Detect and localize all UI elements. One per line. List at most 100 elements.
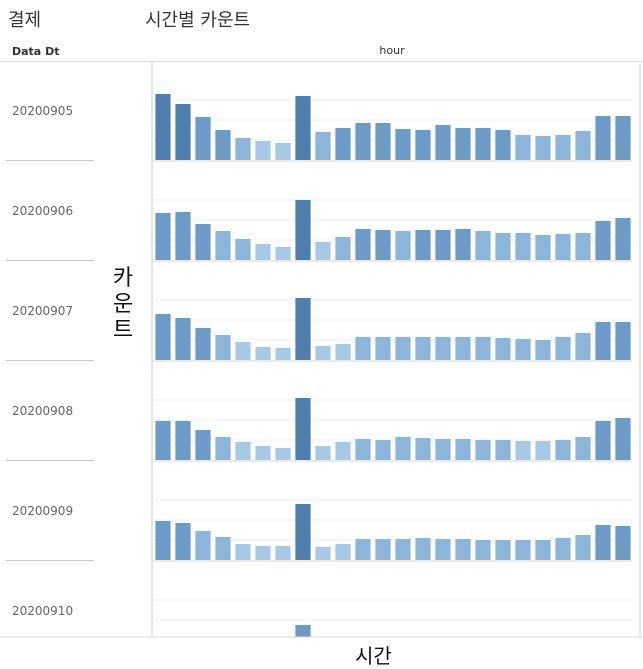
bar-20200905-h21[interactable]	[575, 131, 591, 160]
bar-20200908-h21[interactable]	[575, 437, 591, 460]
bar-20200906-h10[interactable]	[355, 229, 371, 260]
bar-20200909-h5[interactable]	[255, 546, 271, 560]
bar-20200909-h22[interactable]	[595, 525, 611, 560]
bar-20200905-h9[interactable]	[335, 128, 351, 160]
bar-20200907-h17[interactable]	[495, 338, 511, 360]
bar-20200907-h13[interactable]	[415, 337, 431, 360]
bar-20200907-h5[interactable]	[255, 347, 271, 360]
bar-20200905-h13[interactable]	[415, 130, 431, 160]
bar-20200908-h22[interactable]	[595, 421, 611, 460]
bar-20200908-h2[interactable]	[195, 430, 211, 460]
bar-20200906-h23[interactable]	[615, 218, 631, 260]
bar-20200906-h1[interactable]	[175, 212, 191, 260]
bar-20200909-h4[interactable]	[235, 544, 251, 560]
bar-20200909-h12[interactable]	[395, 539, 411, 560]
bar-20200907-h23[interactable]	[615, 322, 631, 360]
bar-20200905-h1[interactable]	[175, 104, 191, 160]
bar-20200909-h16[interactable]	[475, 540, 491, 560]
bar-20200907-h6[interactable]	[275, 348, 291, 360]
bar-20200909-h11[interactable]	[375, 539, 391, 560]
bar-20200907-h10[interactable]	[355, 337, 371, 360]
bar-20200907-h1[interactable]	[175, 318, 191, 360]
bar-20200906-h5[interactable]	[255, 244, 271, 260]
bar-20200905-h3[interactable]	[215, 130, 231, 160]
bar-20200908-h17[interactable]	[495, 440, 511, 460]
bar-20200906-h18[interactable]	[515, 233, 531, 260]
bar-20200905-h2[interactable]	[195, 117, 211, 160]
bar-20200909-h2[interactable]	[195, 531, 211, 560]
bar-20200909-h19[interactable]	[535, 540, 551, 560]
bar-20200907-h9[interactable]	[335, 344, 351, 360]
bar-20200906-h11[interactable]	[375, 230, 391, 260]
vertical-scrollbar[interactable]	[639, 64, 641, 636]
bar-20200905-h7[interactable]	[295, 96, 311, 160]
bar-20200906-h15[interactable]	[455, 229, 471, 260]
bar-20200905-h12[interactable]	[395, 129, 411, 160]
bar-20200905-h5[interactable]	[255, 141, 271, 160]
bar-20200909-h1[interactable]	[175, 523, 191, 560]
bar-20200905-h16[interactable]	[475, 128, 491, 160]
bar-20200908-h12[interactable]	[395, 437, 411, 460]
bar-20200905-h0[interactable]	[155, 94, 171, 160]
bar-20200909-h13[interactable]	[415, 538, 431, 560]
bar-20200907-h22[interactable]	[595, 322, 611, 360]
bar-20200908-h11[interactable]	[375, 440, 391, 460]
bar-20200907-h7[interactable]	[295, 298, 311, 360]
bar-20200905-h19[interactable]	[535, 136, 551, 160]
bar-20200907-h14[interactable]	[435, 337, 451, 360]
bar-20200906-h6[interactable]	[275, 247, 291, 260]
bar-20200905-h10[interactable]	[355, 123, 371, 160]
bar-20200909-h17[interactable]	[495, 540, 511, 560]
bar-20200906-h4[interactable]	[235, 239, 251, 260]
bar-20200909-h7[interactable]	[295, 504, 311, 560]
bar-20200908-h6[interactable]	[275, 448, 291, 460]
bar-20200907-h4[interactable]	[235, 342, 251, 360]
bar-20200905-h11[interactable]	[375, 123, 391, 160]
bar-20200909-h18[interactable]	[515, 540, 531, 560]
bar-20200906-h16[interactable]	[475, 231, 491, 260]
bar-20200909-h0[interactable]	[155, 521, 171, 560]
bar-20200908-h0[interactable]	[155, 421, 171, 460]
bar-20200907-h18[interactable]	[515, 339, 531, 360]
bar-20200906-h19[interactable]	[535, 235, 551, 260]
bar-20200906-h17[interactable]	[495, 233, 511, 260]
bar-20200907-h0[interactable]	[155, 314, 171, 360]
bar-20200907-h16[interactable]	[475, 337, 491, 360]
bar-20200905-h15[interactable]	[455, 128, 471, 160]
bar-20200907-h21[interactable]	[575, 333, 591, 360]
bar-20200905-h18[interactable]	[515, 135, 531, 160]
bar-20200908-h10[interactable]	[355, 439, 371, 460]
bar-20200908-h4[interactable]	[235, 442, 251, 460]
bar-20200908-h23[interactable]	[615, 418, 631, 460]
bar-20200909-h10[interactable]	[355, 539, 371, 560]
bar-20200906-h9[interactable]	[335, 237, 351, 260]
bar-20200905-h6[interactable]	[275, 143, 291, 160]
bar-20200907-h15[interactable]	[455, 337, 471, 360]
bar-20200908-h13[interactable]	[415, 438, 431, 460]
bar-20200905-h8[interactable]	[315, 132, 331, 160]
bar-20200908-h20[interactable]	[555, 440, 571, 460]
bar-20200909-h8[interactable]	[315, 547, 331, 560]
bar-20200907-h12[interactable]	[395, 337, 411, 360]
bar-20200909-h20[interactable]	[555, 538, 571, 560]
bar-20200906-h13[interactable]	[415, 230, 431, 260]
bar-20200909-h9[interactable]	[335, 544, 351, 560]
bar-20200906-h21[interactable]	[575, 233, 591, 260]
bar-20200905-h17[interactable]	[495, 130, 511, 160]
bar-20200908-h7[interactable]	[295, 398, 311, 460]
bar-20200906-h0[interactable]	[155, 213, 171, 260]
bar-20200908-h19[interactable]	[535, 441, 551, 460]
bar-20200908-h1[interactable]	[175, 421, 191, 460]
bar-20200906-h20[interactable]	[555, 234, 571, 260]
bar-20200906-h22[interactable]	[595, 221, 611, 260]
bar-20200909-h3[interactable]	[215, 537, 231, 560]
bar-20200909-h15[interactable]	[455, 539, 471, 560]
bar-20200908-h15[interactable]	[455, 439, 471, 460]
bar-20200905-h14[interactable]	[435, 125, 451, 160]
bar-20200905-h23[interactable]	[615, 116, 631, 160]
bar-20200906-h14[interactable]	[435, 230, 451, 260]
bar-20200905-h20[interactable]	[555, 135, 571, 160]
bar-20200908-h5[interactable]	[255, 446, 271, 460]
bar-20200905-h22[interactable]	[595, 116, 611, 160]
bar-20200909-h14[interactable]	[435, 539, 451, 560]
